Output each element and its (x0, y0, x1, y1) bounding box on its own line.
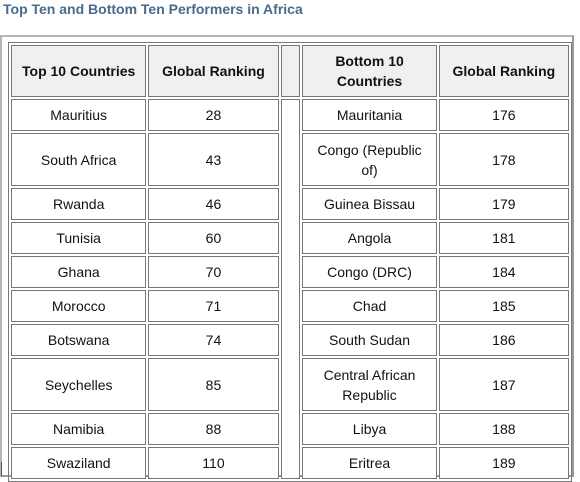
table-header-row: Top 10 Countries Global Ranking Bottom 1… (11, 45, 569, 97)
bottom-rank-cell: 187 (438, 358, 569, 411)
table-row: Mauritius 28 Mauritania 176 (11, 99, 569, 479)
table-frame: Top 10 Countries Global Ranking Bottom 1… (0, 35, 574, 482)
top-rank-cell: 85 (148, 358, 279, 411)
top-rank-cell: 74 (148, 324, 279, 356)
bottom-country-cell: Congo (Republic of) (302, 133, 437, 186)
bottom-rank-cell: 178 (438, 133, 569, 186)
top-rank-cell: 28 (148, 99, 279, 131)
bottom-rank-cell: 186 (438, 324, 569, 356)
column-separator (280, 99, 301, 479)
text-cursor (1, 462, 2, 476)
table-row: Seychelles 85 Central African Republic 1… (11, 358, 569, 411)
top-country-cell: Morocco (11, 290, 147, 322)
bottom-rank-cell: 181 (438, 222, 569, 254)
top-country-cell: Botswana (11, 324, 147, 356)
table-row: Rwanda 46 Guinea Bissau 179 (11, 188, 569, 220)
header-top-ranking: Global Ranking (148, 45, 279, 97)
top-rank-cell: 43 (148, 133, 279, 186)
top-country-cell: Mauritius (11, 99, 147, 131)
bottom-rank-cell: 176 (438, 99, 569, 131)
top-country-cell: South Africa (11, 133, 147, 186)
table-row: South Africa 43 Congo (Republic of) 178 (11, 133, 569, 186)
top-country-cell: Seychelles (11, 358, 147, 411)
performers-table: Top 10 Countries Global Ranking Bottom 1… (8, 42, 572, 482)
top-country-cell: Ghana (11, 256, 147, 288)
bottom-country-cell: Mauritania (302, 99, 437, 131)
page-title: Top Ten and Bottom Ten Performers in Afr… (3, 1, 303, 17)
top-rank-cell: 110 (148, 447, 279, 479)
table-row: Morocco 71 Chad 185 (11, 290, 569, 322)
top-rank-cell: 46 (148, 188, 279, 220)
bottom-country-cell: Congo (DRC) (302, 256, 437, 288)
bottom-rank-cell: 179 (438, 188, 569, 220)
top-rank-cell: 70 (148, 256, 279, 288)
table-row: Tunisia 60 Angola 181 (11, 222, 569, 254)
bottom-country-cell: Libya (302, 413, 437, 445)
table-row: Botswana 74 South Sudan 186 (11, 324, 569, 356)
bottom-country-cell: Angola (302, 222, 437, 254)
table-row: Namibia 88 Libya 188 (11, 413, 569, 445)
top-country-cell: Namibia (11, 413, 147, 445)
bottom-rank-cell: 184 (438, 256, 569, 288)
column-separator (280, 45, 301, 97)
top-rank-cell: 60 (148, 222, 279, 254)
bottom-rank-cell: 185 (438, 290, 569, 322)
bottom-rank-cell: 188 (438, 413, 569, 445)
top-country-cell: Tunisia (11, 222, 147, 254)
bottom-country-cell: Guinea Bissau (302, 188, 437, 220)
bottom-country-cell: Central African Republic (302, 358, 437, 411)
header-bottom-ranking: Global Ranking (438, 45, 569, 97)
top-country-cell: Rwanda (11, 188, 147, 220)
table-row: Ghana 70 Congo (DRC) 184 (11, 256, 569, 288)
bottom-country-cell: Chad (302, 290, 437, 322)
top-rank-cell: 71 (148, 290, 279, 322)
bottom-country-cell: Eritrea (302, 447, 437, 479)
bottom-rank-cell: 189 (438, 447, 569, 479)
header-bottom-countries: Bottom 10 Countries (302, 45, 437, 97)
header-top-countries: Top 10 Countries (11, 45, 147, 97)
top-rank-cell: 88 (148, 413, 279, 445)
table-row: Swaziland 110 Eritrea 189 (11, 447, 569, 479)
bottom-country-cell: South Sudan (302, 324, 437, 356)
top-country-cell: Swaziland (11, 447, 147, 479)
